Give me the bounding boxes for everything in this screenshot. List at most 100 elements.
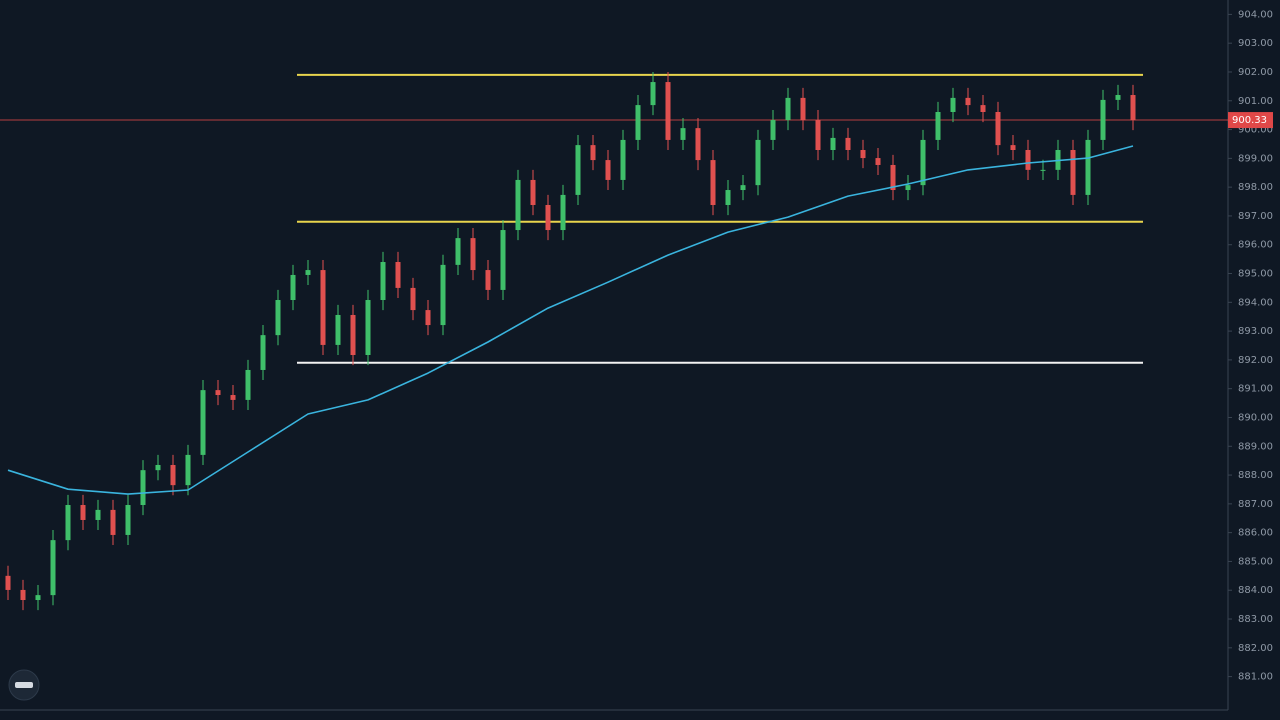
y-tick-label: 892.00 (1238, 355, 1273, 366)
candle-body (65, 505, 71, 541)
candle-body (230, 395, 236, 400)
candle-body (665, 82, 671, 140)
candle-body (530, 179, 536, 205)
candle-body (950, 97, 956, 112)
candle-body (770, 120, 776, 140)
candle-body (80, 505, 86, 520)
candle-body (1070, 150, 1076, 195)
candle-body (1025, 150, 1031, 170)
y-tick-label: 899.00 (1238, 153, 1273, 164)
y-tick-label: 887.00 (1238, 499, 1273, 510)
candle-body (155, 464, 161, 471)
y-tick-label: 891.00 (1238, 384, 1273, 395)
candle-body (800, 97, 806, 121)
candle-body (335, 314, 341, 345)
y-tick-label: 893.00 (1238, 326, 1273, 337)
candle-body (365, 300, 371, 356)
candle-body (1130, 95, 1136, 121)
candle-body (440, 264, 446, 326)
candle-body (110, 509, 116, 535)
candle-body (1100, 99, 1106, 140)
candle-body (620, 139, 626, 180)
candle-body (845, 137, 851, 151)
candle-body (725, 190, 731, 205)
y-tick-label: 900.00 (1238, 125, 1273, 136)
candle-body (545, 204, 551, 231)
candle-body (95, 509, 101, 520)
candle-body (1085, 139, 1091, 195)
last-price-label: 900.33 (1232, 115, 1267, 126)
candle-body (695, 128, 701, 161)
candle-body (35, 595, 41, 601)
candle-body (980, 105, 986, 112)
candle-body (875, 158, 881, 165)
y-tick-label: 902.00 (1238, 67, 1273, 78)
tool-button-icon[interactable] (15, 682, 33, 688)
y-tick-label: 884.00 (1238, 585, 1273, 596)
candle-body (395, 262, 401, 288)
candle-body (470, 238, 476, 271)
candle-body (50, 540, 56, 596)
candle-body (455, 238, 461, 265)
y-tick-label: 896.00 (1238, 240, 1273, 251)
candle-body (1010, 145, 1016, 151)
candle-body (935, 111, 941, 140)
candle-body (680, 128, 686, 140)
candle-body (830, 137, 836, 151)
last-price-box (1228, 112, 1273, 129)
candle-body (860, 150, 866, 159)
candle-body (755, 139, 761, 186)
y-tick-label: 886.00 (1238, 528, 1273, 539)
candle-body (905, 185, 911, 191)
y-tick-label: 895.00 (1238, 269, 1273, 280)
tool-button[interactable] (8, 669, 40, 701)
y-tick-label: 888.00 (1238, 470, 1273, 481)
y-tick-label: 882.00 (1238, 643, 1273, 654)
candle-body (1115, 95, 1121, 100)
candle-body (20, 589, 26, 601)
candle-body (5, 575, 11, 590)
candle-body (410, 287, 416, 311)
candle-body (785, 97, 791, 121)
y-tick-label: 881.00 (1238, 672, 1273, 683)
candle-body (635, 105, 641, 140)
candle-body (995, 111, 1001, 146)
candle-body (125, 505, 131, 535)
candle-body (590, 145, 596, 161)
candle-body (1040, 169, 1046, 171)
y-tick-label: 889.00 (1238, 441, 1273, 452)
candle-body (815, 120, 821, 151)
candle-body (425, 310, 431, 326)
candle-body (560, 194, 566, 231)
candle-body (650, 82, 656, 106)
candle-body (275, 300, 281, 336)
y-tick-label: 904.00 (1238, 9, 1273, 20)
candle-body (485, 270, 491, 290)
candle-body (575, 145, 581, 195)
candle-body (305, 270, 311, 275)
candle-body (260, 335, 266, 370)
candle-body (185, 454, 191, 486)
candle-body (500, 230, 506, 290)
candle-body (380, 262, 386, 301)
candle-body (920, 139, 926, 186)
candle-body (170, 464, 176, 486)
y-tick-label: 901.00 (1238, 96, 1273, 107)
candle-body (320, 270, 326, 345)
candle-body (710, 160, 716, 205)
candle-body (200, 390, 206, 455)
candle-body (515, 179, 521, 231)
y-tick-label: 883.00 (1238, 614, 1273, 625)
candle-body (350, 314, 356, 356)
y-tick-label: 885.00 (1238, 556, 1273, 567)
candle-body (965, 97, 971, 106)
candle-body (890, 164, 896, 191)
y-tick-label: 894.00 (1238, 297, 1273, 308)
y-tick-label: 898.00 (1238, 182, 1273, 193)
moving-average (7, 145, 1134, 495)
candle-body (290, 274, 296, 301)
candle-body (215, 390, 221, 396)
y-tick-label: 897.00 (1238, 211, 1273, 222)
y-tick-label: 903.00 (1238, 38, 1273, 49)
